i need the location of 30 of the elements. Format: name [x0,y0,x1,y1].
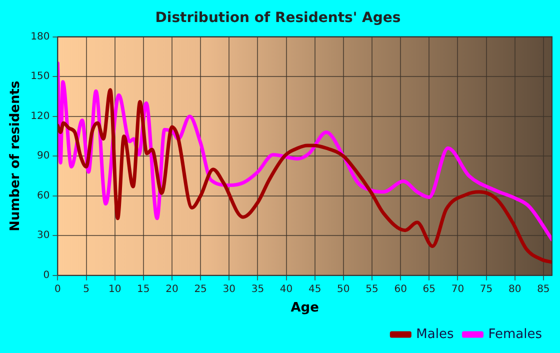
x-tick-label: 40 [280,284,293,295]
x-tick-label: 70 [451,284,464,295]
x-tick-label: 10 [108,284,122,295]
x-tick-label: 65 [422,284,436,295]
x-tick-label: 45 [308,284,322,295]
x-tick-label: 35 [251,284,264,295]
chart-title: Distribution of Residents' Ages [155,10,401,26]
legend-label: Females [488,326,542,342]
y-tick-label: 90 [36,150,50,162]
y-tick-label: 0 [43,270,50,281]
y-tick-label: 180 [30,31,50,42]
x-tick-label: 25 [194,284,207,295]
x-tick-label: 80 [508,284,522,295]
x-tick-label: 85 [537,284,550,295]
x-tick-label: 75 [480,284,493,295]
y-tick-label: 30 [36,230,50,242]
y-tick-label: 60 [36,190,50,202]
x-tick-label: 30 [222,284,236,295]
x-tick-label: 5 [83,284,90,295]
x-tick-label: 15 [137,284,150,295]
x-tick-label: 0 [54,284,61,295]
x-axis-title: Age [290,300,320,316]
legend-label: Males [416,326,454,342]
x-tick-label: 20 [166,284,178,295]
x-tick-label: 50 [337,284,350,295]
y-axis-title: Number of residents [8,80,24,232]
y-tick-label: 120 [30,110,50,122]
x-tick-label: 60 [394,284,407,295]
x-tick-label: 55 [366,284,378,295]
y-tick-label: 150 [30,71,50,82]
